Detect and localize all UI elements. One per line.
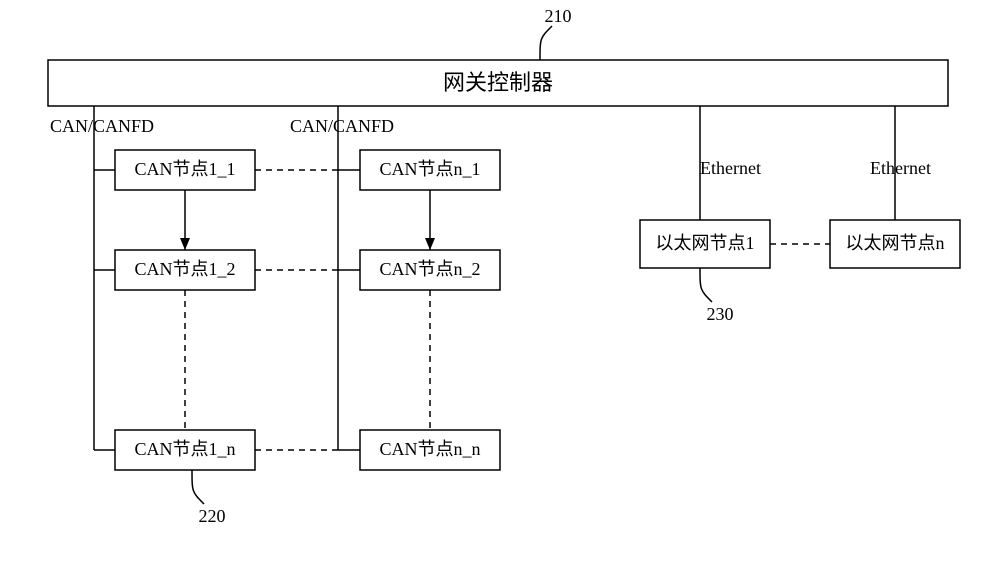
- can-col2-node-1-label: CAN节点n_1: [379, 159, 480, 179]
- gateway-label: 网关控制器: [443, 70, 553, 95]
- eth-node-1-label: 以太网节点1: [656, 233, 755, 253]
- can-col2-node-n-label: CAN节点n_n: [379, 439, 480, 459]
- can-col1-arrow-head: [180, 238, 190, 250]
- can-col2-arrow-head: [425, 238, 435, 250]
- callout-230: 230: [707, 304, 734, 324]
- bus-label-can_right: CAN/CANFD: [290, 116, 394, 136]
- can-col1-node-2-label: CAN节点1_2: [134, 259, 235, 279]
- callout-220: 220: [199, 506, 226, 526]
- callout-210: 210: [545, 6, 572, 26]
- can-col1-node-1-label: CAN节点1_1: [134, 159, 235, 179]
- can-col2-node-2-label: CAN节点n_2: [379, 259, 480, 279]
- callout-210-leader: [540, 26, 552, 60]
- callout-230-leader: [700, 268, 712, 302]
- eth-node-n-label: 以太网节点n: [846, 233, 945, 253]
- bus-label-eth_right: Ethernet: [870, 158, 931, 178]
- bus-label-can_left: CAN/CANFD: [50, 116, 154, 136]
- bus-label-eth_left: Ethernet: [700, 158, 761, 178]
- callout-220-leader: [192, 470, 204, 504]
- can-col1-node-n-label: CAN节点1_n: [134, 439, 235, 459]
